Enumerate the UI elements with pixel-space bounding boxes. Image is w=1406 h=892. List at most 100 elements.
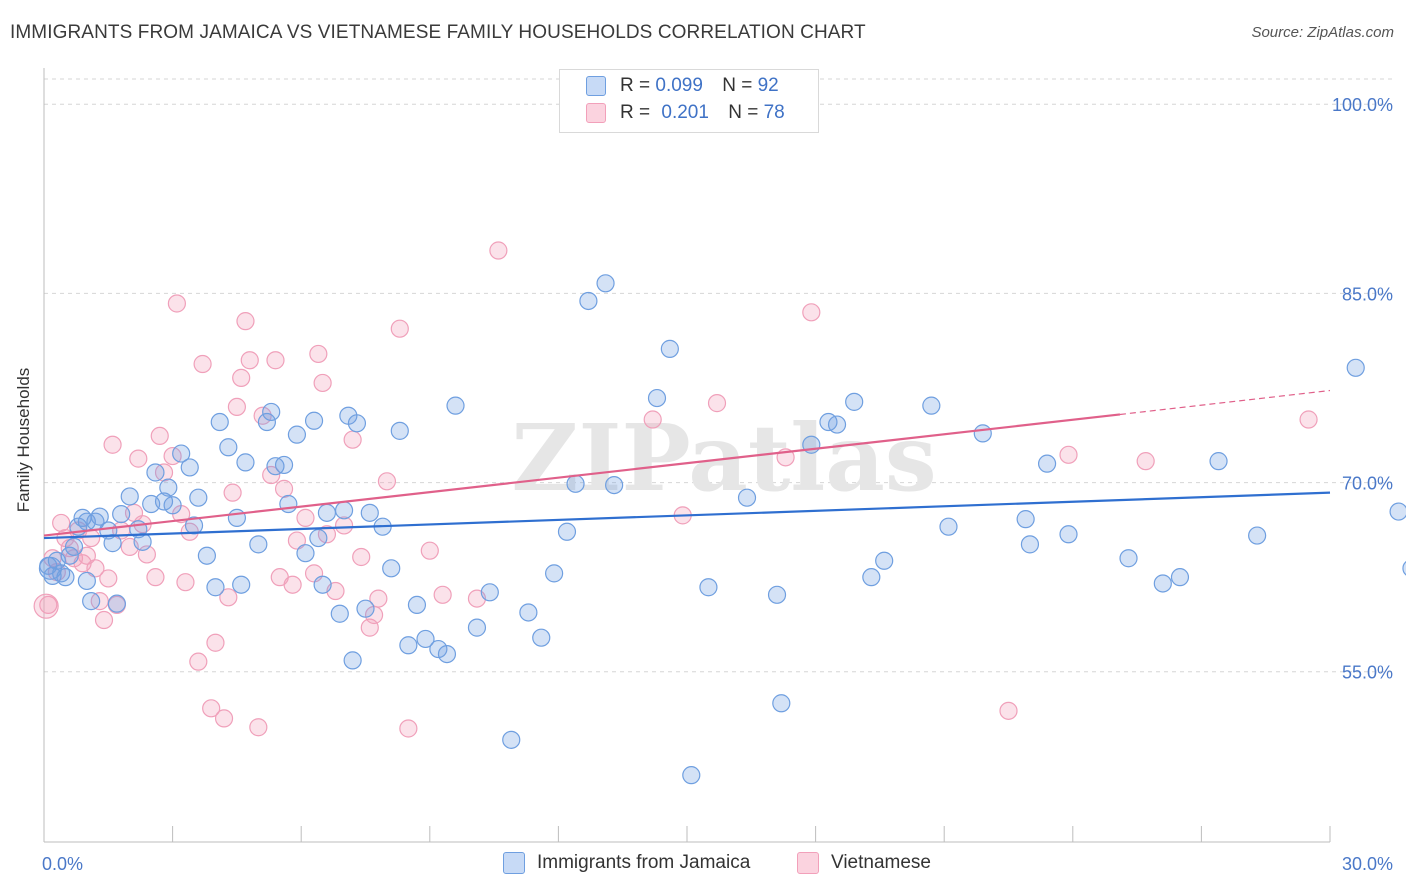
jamaica-point [1389, 502, 1406, 521]
jamaica-point [502, 730, 521, 749]
jamaica-point [467, 618, 487, 637]
y-tick-label: 85.0% [1342, 284, 1393, 304]
jamaica-point [347, 414, 367, 433]
vietnamese-point [129, 449, 148, 468]
jamaica-point [159, 478, 178, 497]
vietnamese-point [399, 719, 418, 738]
vietnamese-point [1059, 445, 1078, 464]
y-tick-label: 100.0% [1332, 95, 1393, 115]
vietnamese-point [206, 633, 225, 652]
vietnamese-point [232, 368, 251, 387]
jamaica-point [605, 475, 624, 495]
vietnamese-point [167, 294, 186, 313]
jamaica-point [827, 415, 847, 434]
jamaica-point [82, 592, 101, 611]
jamaica-point [279, 494, 298, 514]
jamaica-point [360, 503, 379, 522]
jamaica-point [262, 402, 281, 422]
bottom-legend-swatch-vietnamese [797, 852, 819, 874]
jamaica-point [429, 639, 448, 659]
jamaica-point [1402, 561, 1406, 576]
jamaica-point [1209, 452, 1228, 471]
vietnamese-point [202, 699, 221, 718]
jamaica-point [1037, 454, 1057, 473]
jamaica-point [133, 532, 152, 551]
vietnamese-point [334, 516, 354, 535]
vietnamese-point [86, 559, 105, 578]
legend-r-label: R = [620, 102, 651, 123]
jamaica-point [219, 438, 238, 457]
jamaica-point [437, 644, 457, 664]
jamaica-point [545, 564, 564, 583]
jamaica-point [206, 578, 225, 597]
jamaica-point [180, 458, 199, 477]
vietnamese-point [176, 573, 195, 592]
vietnamese-point [249, 718, 268, 737]
jamaica-point [1016, 510, 1035, 529]
vietnamese-point [223, 483, 242, 502]
jamaica-point [737, 488, 757, 507]
jamaica-point [557, 522, 577, 541]
jamaica-point [862, 568, 881, 587]
legend-row-vietnamese: R = 0.201 N = 78 [586, 102, 785, 128]
legend-r-value-jamaica: 0.099 [655, 75, 703, 96]
jamaica-point [922, 396, 941, 415]
vietnamese-point [39, 595, 58, 615]
vietnamese-point [296, 508, 315, 527]
jamaica-point [699, 578, 718, 597]
jamaica-point [682, 766, 701, 785]
jamaica-point [120, 487, 139, 506]
jamaica-point [647, 388, 667, 408]
jamaica-point [399, 636, 418, 655]
jamaica-point [480, 583, 499, 602]
jamaica-trend-line [43, 491, 1331, 540]
vietnamese-point [420, 541, 439, 560]
vietnamese-point [802, 303, 821, 322]
jamaica-point [566, 474, 585, 493]
jamaica-point [90, 507, 109, 526]
vietnamese-point [390, 319, 409, 338]
jamaica-point [334, 501, 354, 520]
bottom-legend-jamaica: Immigrants from Jamaica [503, 852, 750, 874]
jamaica-point [1170, 568, 1190, 587]
jamaica-point [146, 463, 165, 482]
vietnamese-point [377, 472, 397, 491]
chart-source: Source: ZipAtlas.com [1251, 24, 1394, 41]
vietnamese-point [1299, 410, 1318, 429]
vietnamese-point [343, 430, 362, 449]
vietnamese-point [33, 593, 59, 619]
vietnamese-point [103, 435, 122, 454]
bottom-legend-label-vietnamese: Vietnamese [831, 852, 931, 874]
vietnamese-point [369, 589, 388, 608]
jamaica-point [330, 604, 349, 623]
jamaica-point [296, 544, 315, 563]
vietnamese-point [52, 513, 71, 533]
jamaica-point [163, 496, 182, 515]
jamaica-point [382, 559, 401, 578]
vietnamese-point [94, 610, 114, 630]
legend-row-jamaica: R = 0.099 N = 92 [586, 75, 779, 101]
vietnamese-point [274, 479, 294, 498]
bottom-legend-vietnamese: Vietnamese [797, 852, 931, 874]
jamaica-point [317, 503, 337, 522]
legend-n-label: N = [728, 102, 759, 123]
legend-r-label: R = [620, 75, 651, 96]
vietnamese-point [1136, 452, 1155, 471]
vietnamese-point [352, 547, 371, 567]
vietnamese-point [643, 410, 662, 429]
y-tick-labels: 55.0% 70.0% 85.0% 100.0% [1332, 95, 1393, 683]
jamaica-point [1119, 549, 1138, 568]
legend-n-value-jamaica: 92 [757, 75, 779, 96]
jamaica-point [236, 453, 255, 472]
jamaica-point [1020, 535, 1040, 554]
x-tick-labels: 0.0% 30.0% [42, 854, 1393, 874]
trend-lines [43, 389, 1331, 540]
vietnamese-trend-line-extension [1119, 389, 1331, 416]
vietnamese-point [193, 354, 212, 374]
jamaica-point [154, 492, 174, 511]
jamaica-point [767, 585, 787, 604]
vietnamese-point [189, 652, 208, 671]
jamaica-point [274, 455, 294, 475]
jamaica-point [532, 628, 551, 647]
